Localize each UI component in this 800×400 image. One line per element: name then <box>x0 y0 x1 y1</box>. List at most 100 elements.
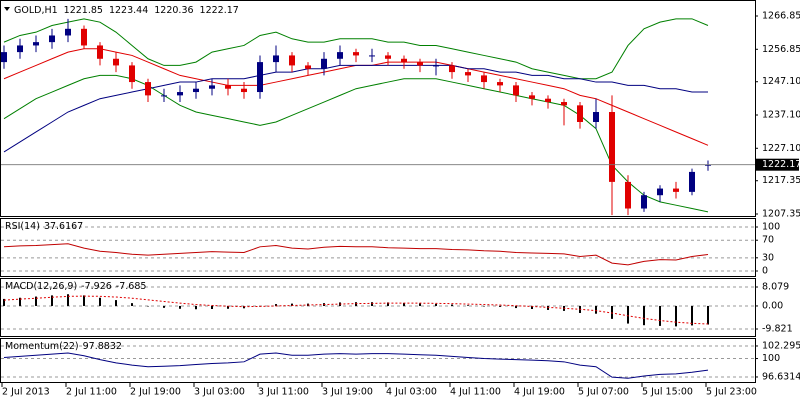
candle-body <box>417 62 423 66</box>
chart-header: GOLD,H1 1221.85 1223.44 1220.36 1222.17 <box>14 5 239 16</box>
x-tick-label: 4 Jul 11:00 <box>450 387 501 398</box>
macd-bar <box>163 305 165 308</box>
macd-bar <box>675 305 677 327</box>
candle-body <box>321 58 327 69</box>
candle-body <box>289 55 295 66</box>
candle-body <box>17 45 23 53</box>
indicator-line <box>3 18 709 80</box>
candle-body <box>465 72 471 76</box>
indicator-value: Momentum(22) <box>5 341 79 352</box>
candle-body <box>209 85 215 89</box>
macd-bar <box>659 305 661 326</box>
indicator-title: RSI(14) 37.6167 <box>5 221 83 232</box>
macd-bar <box>499 305 501 307</box>
candle-body <box>401 58 407 63</box>
macd-bar <box>179 305 181 309</box>
candle-body <box>81 28 87 46</box>
header-arrow <box>4 7 10 11</box>
x-tick-label: 5 Jul 23:00 <box>706 387 757 398</box>
macd-bar <box>211 305 213 310</box>
candle-body <box>49 35 55 43</box>
indicator-value: RSI(14) <box>5 221 40 232</box>
y-tick-label: 100 <box>762 222 780 233</box>
y-tick-label: 70 <box>762 235 774 246</box>
macd-bar <box>531 305 533 310</box>
momentum-frame <box>0 338 756 383</box>
macd-bar <box>403 302 405 306</box>
header-value: 1222.17 <box>200 5 239 16</box>
macd-bar <box>515 305 517 309</box>
macd-bar <box>387 302 389 306</box>
candle-body <box>305 65 311 69</box>
macd-bar <box>611 305 613 319</box>
x-tick-label: 4 Jul 03:00 <box>386 387 437 398</box>
candle-body <box>273 55 279 63</box>
header-value: 1223.44 <box>109 5 148 16</box>
candle-body <box>257 62 263 93</box>
candle-body <box>433 65 439 67</box>
macd-bar <box>707 305 709 325</box>
candle-body <box>705 164 711 166</box>
y-tick-label: 1247.10 <box>762 76 800 87</box>
x-tick-label: 2 Jul 11:00 <box>66 387 117 398</box>
macd-bar <box>131 303 133 306</box>
macd-bar <box>691 305 693 326</box>
x-tick-label: 5 Jul 15:00 <box>642 387 693 398</box>
x-tick-label: 2 Jul 19:00 <box>130 387 181 398</box>
macd-frame <box>0 278 756 337</box>
candle-body <box>625 181 631 209</box>
y-tick-label: 102.2952 <box>762 340 800 351</box>
y-tick-label: 30 <box>762 252 774 263</box>
indicator-line <box>3 352 709 379</box>
macd-bar <box>419 303 421 306</box>
macd-bar <box>3 298 5 306</box>
main-frame <box>0 0 756 217</box>
indicator-value: 37.6167 <box>44 221 83 232</box>
candle-body <box>145 82 151 96</box>
macd-bar <box>483 305 485 307</box>
candle-body <box>177 92 183 96</box>
x-tick-label: 2 Jul 2013 <box>2 387 50 398</box>
macd-bar <box>227 305 229 309</box>
y-tick-label: 1207.35 <box>762 209 800 220</box>
candle-body <box>577 105 583 122</box>
candle-body <box>353 52 359 56</box>
candle-body <box>673 188 679 192</box>
macd-bar <box>467 305 469 306</box>
candle-body <box>1 52 7 63</box>
x-tick-label: 3 Jul 03:00 <box>194 387 245 398</box>
indicator-value: 97.8832 <box>83 341 122 352</box>
candle-body <box>337 52 343 59</box>
macd-bar <box>291 303 293 306</box>
header-value: GOLD,H1 <box>14 5 58 16</box>
macd-bar <box>371 302 373 306</box>
candle-body <box>225 85 231 89</box>
candle-body <box>497 82 503 86</box>
header-value: 1220.36 <box>154 5 193 16</box>
candle-body <box>609 112 615 182</box>
macd-bar <box>595 305 597 314</box>
candle-body <box>481 75 487 83</box>
rsi-frame <box>0 218 756 277</box>
macd-bar <box>83 295 85 306</box>
header-value: 1221.85 <box>64 5 103 16</box>
candle-body <box>65 28 71 36</box>
macd-bar <box>275 304 277 306</box>
x-tick-label: 3 Jul 11:00 <box>258 387 309 398</box>
y-tick-label: 96.6314 <box>762 371 800 382</box>
indicator-value: -7.685 <box>116 281 147 292</box>
candle-body <box>689 171 695 192</box>
y-tick-label: -9.821 <box>762 324 793 335</box>
macd-bar <box>195 305 197 310</box>
candle-body <box>641 195 647 209</box>
macd-bar <box>147 305 149 307</box>
x-tick-label: 3 Jul 19:00 <box>322 387 373 398</box>
candle-body <box>369 55 375 57</box>
candle-body <box>513 85 519 96</box>
y-tick-label: 1217.35 <box>762 175 800 186</box>
candle-body <box>129 65 135 83</box>
current-price-box <box>756 158 799 171</box>
y-tick-label: 1266.85 <box>762 11 800 22</box>
candle-body <box>385 55 391 59</box>
candle-body <box>97 45 103 59</box>
